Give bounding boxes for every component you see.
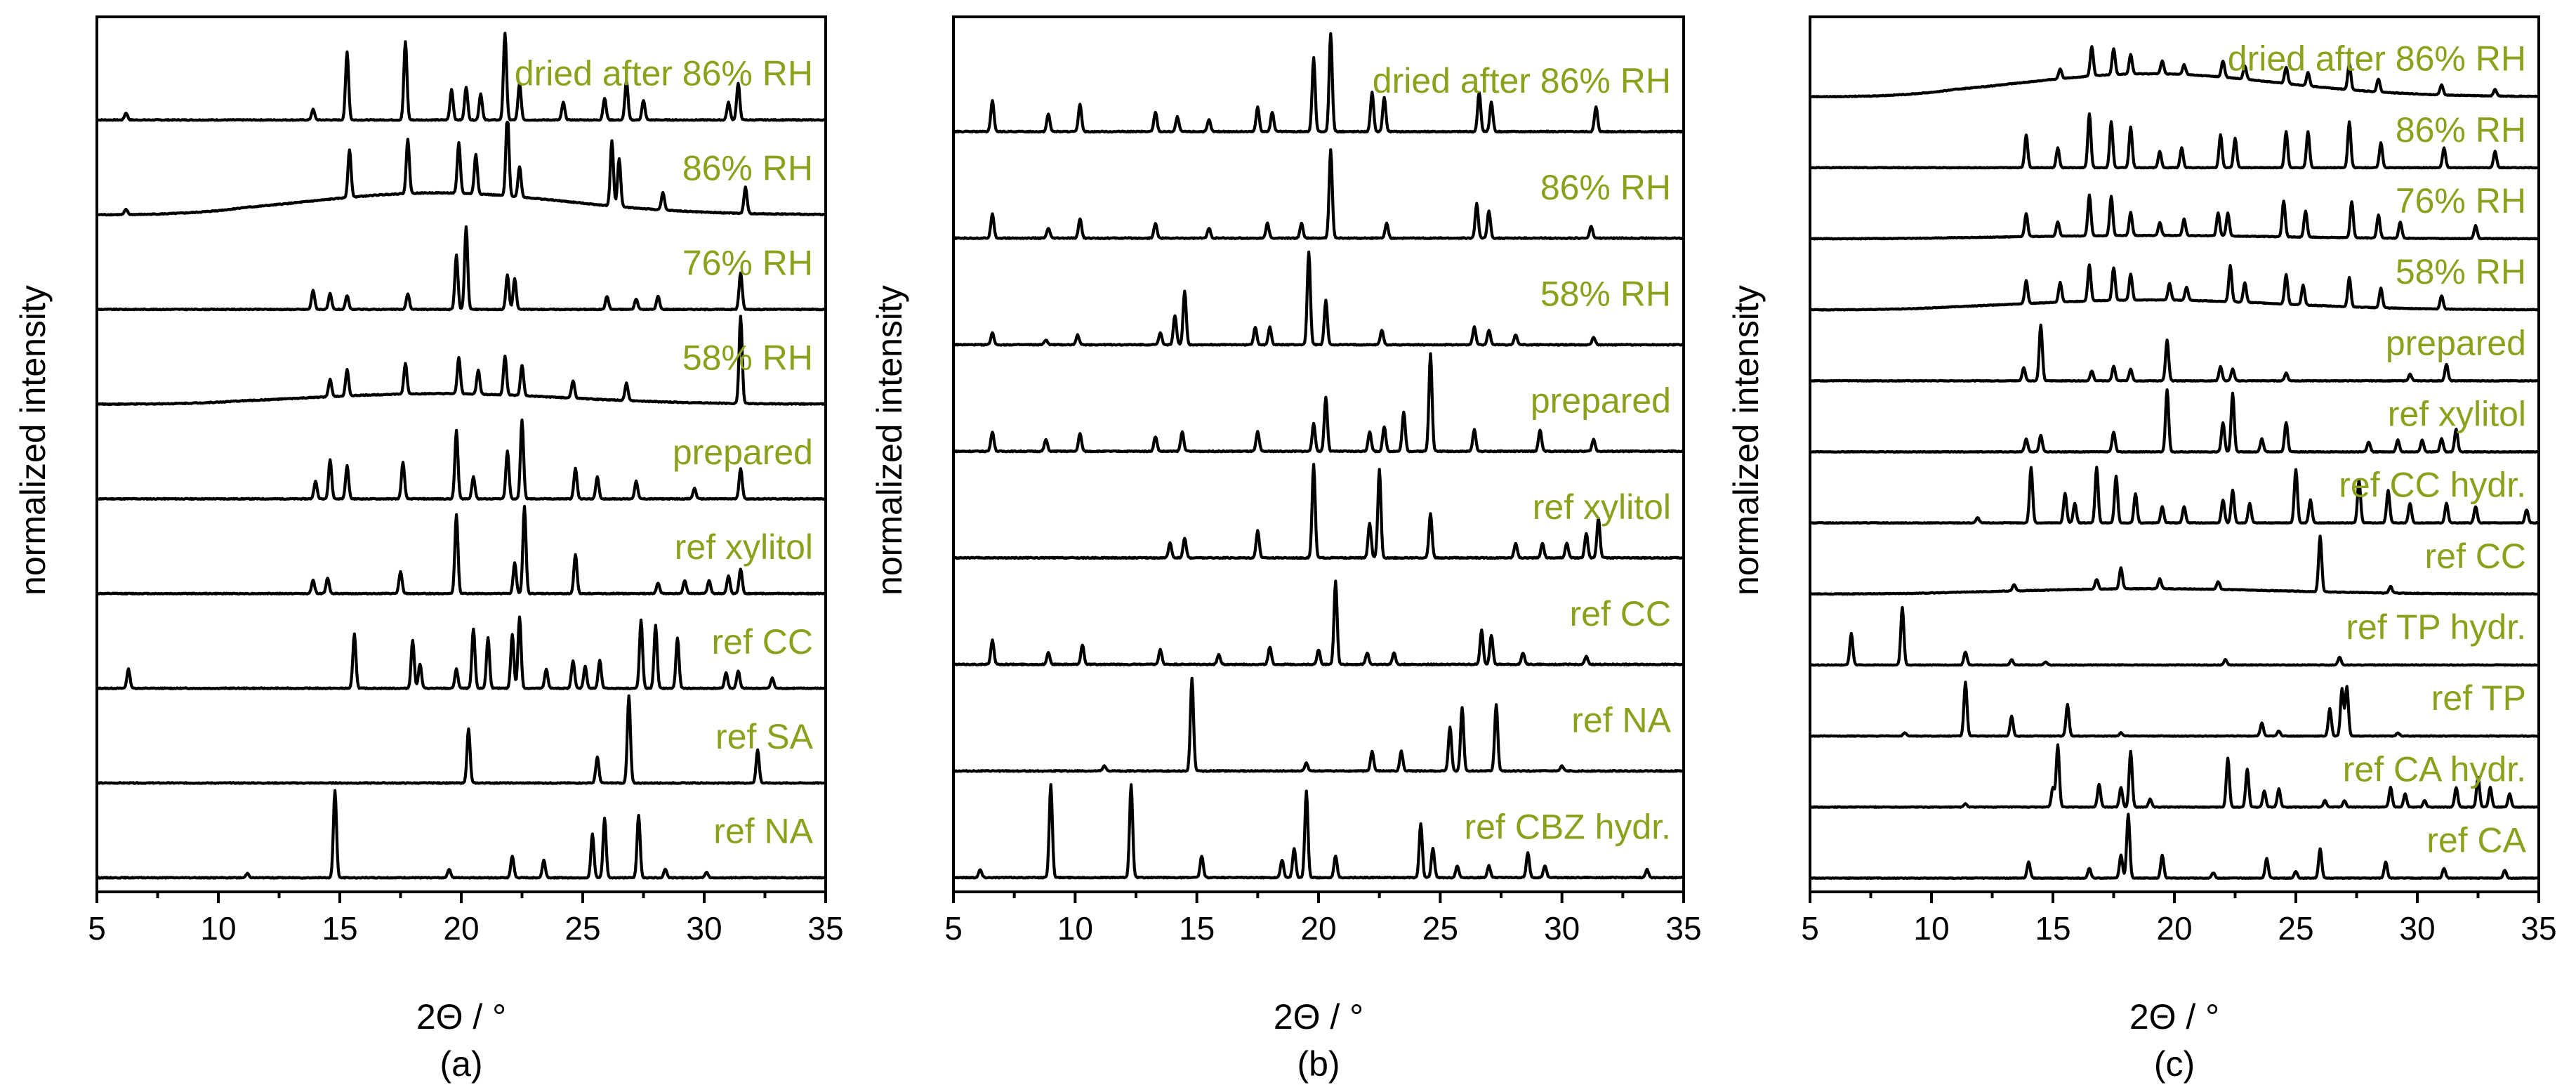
trace-label: ref CC hydr. — [2339, 466, 2526, 505]
trace-label: 76% RH — [2396, 181, 2526, 221]
x-tick-label: 10 — [1057, 910, 1093, 947]
panel-a: dried after 86% RH 86% RH 76% RH 58% RH prep… — [13, 15, 844, 1084]
x-tick-label: 15 — [322, 910, 357, 947]
trace-58-rh — [96, 315, 826, 407]
x-tick-label: 10 — [1913, 910, 1949, 947]
trace-ref-ca — [1809, 813, 2539, 880]
trace-label: ref xylitol — [2388, 395, 2526, 434]
trace-label: ref TP hydr. — [2346, 607, 2526, 647]
trace-prepared — [1809, 323, 2539, 383]
trace-ref-cc — [96, 615, 826, 690]
x-tick-label: 25 — [1422, 910, 1458, 947]
trace-ref-cc-hydr- — [1809, 466, 2540, 525]
panel-c: dried after 86% RH 86% RH 76% RH 58% RH prep… — [1726, 15, 2557, 1084]
trace-dried-after-86-rh — [96, 32, 826, 122]
trace-label: ref CC — [712, 622, 813, 662]
trace-ref-na — [953, 676, 1684, 773]
trace-label: prepared — [673, 433, 813, 472]
x-tick-label: 35 — [2521, 910, 2556, 947]
trace-label: ref TP — [2431, 678, 2526, 718]
y-axis-label: normalized intensity — [13, 285, 53, 596]
x-tick-label: 5 — [1801, 910, 1819, 947]
x-tick-label: 20 — [1300, 910, 1336, 947]
trace-ref-tp — [1809, 680, 2539, 738]
x-axis-label: 2Θ / ° — [2129, 997, 2219, 1037]
x-tick-label: 30 — [1544, 910, 1580, 947]
trace-86-rh — [952, 148, 1685, 240]
trace-ref-xylitol — [953, 463, 1684, 560]
trace-label: ref CA hydr. — [2343, 749, 2526, 789]
trace-label: dried after 86% RH — [1373, 61, 1671, 100]
trace-ref-cc — [953, 579, 1684, 666]
trace-label: 58% RH — [1540, 275, 1671, 314]
trace-ref-ca-hydr- — [1809, 743, 2540, 809]
x-tick-label: 15 — [2035, 910, 2070, 947]
trace-76-rh — [96, 225, 826, 312]
x-tick-label: 30 — [2399, 910, 2435, 947]
plot-frame — [952, 15, 1685, 893]
trace-label: 86% RH — [2396, 110, 2526, 150]
x-tick-label: 25 — [564, 910, 600, 947]
x-tick-label: 35 — [1665, 910, 1701, 947]
trace-86-rh — [1809, 112, 2539, 170]
trace-58-rh — [1809, 263, 2539, 312]
trace-ref-xylitol — [95, 505, 826, 596]
trace-label: ref CBZ hydr. — [1464, 807, 1671, 846]
x-tick-label: 5 — [944, 910, 963, 947]
trace-label: ref CC — [1570, 594, 1671, 633]
trace-ref-xylitol — [1809, 388, 2539, 454]
trace-label: dried after 86% RH — [515, 54, 813, 93]
trace-label: ref NA — [713, 812, 813, 851]
x-tick-label: 5 — [88, 910, 106, 947]
trace-ref-tp-hydr- — [1809, 605, 2539, 667]
x-tick-label: 20 — [443, 910, 479, 947]
trace-ref-sa — [96, 694, 826, 785]
panel-label: (a) — [440, 1044, 482, 1084]
trace-label: ref CC — [2425, 537, 2526, 576]
trace-label: ref xylitol — [1533, 487, 1671, 527]
trace-prepared — [952, 352, 1684, 454]
trace-label: prepared — [2386, 323, 2526, 362]
x-tick-label: 35 — [807, 910, 843, 947]
panel-label: (c) — [2154, 1044, 2195, 1084]
trace-label: ref CA — [2426, 821, 2526, 860]
x-tick-label: 10 — [200, 910, 236, 947]
panel-b: dried after 86% RH 86% RH 58% RH prepared re… — [870, 15, 1702, 1084]
trace-label: 58% RH — [2396, 252, 2526, 291]
trace-58-rh — [952, 250, 1684, 347]
trace-label: prepared — [1531, 381, 1671, 420]
trace-dried-after-86-rh — [1809, 45, 2539, 99]
trace-label: ref NA — [1571, 701, 1671, 740]
trace-label: 86% RH — [1540, 168, 1671, 207]
trace-ref-cc — [1809, 534, 2539, 596]
y-axis-label: normalized intensity — [870, 285, 909, 596]
trace-label: 58% RH — [682, 338, 813, 377]
x-tick-label: 20 — [2156, 910, 2192, 947]
trace-label: 76% RH — [682, 243, 813, 282]
trace-label: 86% RH — [682, 149, 813, 188]
panel-label: (b) — [1297, 1044, 1340, 1084]
trace-ref-na — [96, 789, 826, 880]
x-axis-label: 2Θ / ° — [1274, 997, 1363, 1037]
x-tick-label: 15 — [1179, 910, 1215, 947]
x-tick-label: 30 — [686, 910, 722, 947]
trace-prepared — [95, 419, 827, 501]
x-axis-label: 2Θ / ° — [416, 997, 506, 1037]
trace-ref-cbz-hydr- — [953, 783, 1685, 880]
trace-label: ref xylitol — [675, 527, 813, 567]
trace-label: ref SA — [715, 717, 814, 756]
x-tick-label: 25 — [2278, 910, 2313, 947]
trace-dried-after-86-rh — [952, 32, 1684, 134]
trace-label: dried after 86% RH — [2228, 39, 2526, 79]
trace-76-rh — [1809, 193, 2539, 241]
trace-86-rh — [96, 120, 826, 217]
y-axis-label: normalized intensity — [1726, 285, 1766, 596]
